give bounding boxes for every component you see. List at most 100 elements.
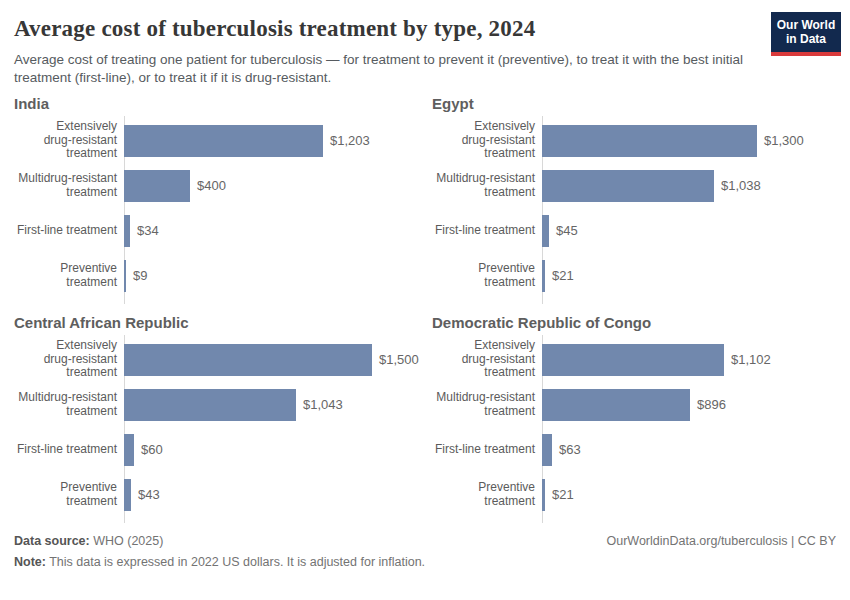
bar-track: $21 [542,253,836,298]
data-source-value: WHO (2025) [90,534,164,548]
data-source-line: Data source: WHO (2025) [14,531,425,552]
bar [542,434,552,466]
bar-row: Preventive treatment $21 [432,472,836,517]
bar-track: $1,500 [124,337,425,382]
value-label: $43 [138,487,160,502]
note-line: Note: This data is expressed in 2022 US … [14,552,425,573]
bar [542,260,545,292]
category-label: Extensively drug-resistant treatment [432,120,542,161]
owid-logo-line2: in Data [786,32,826,46]
bar-chart: Extensively drug-resistant treatment $1,… [432,337,836,517]
category-label: Multidrug-resistant treatment [432,172,542,199]
bar [542,215,549,247]
bar-track: $43 [124,472,425,517]
bar [124,170,190,202]
category-label: Preventive treatment [14,481,124,508]
bar-track: $63 [542,427,836,472]
owid-logo[interactable]: Our World in Data [771,12,841,56]
chart-header: Average cost of tuberculosis treatment b… [14,16,836,87]
category-label: First-line treatment [14,443,124,457]
small-multiples-grid: India Extensively drug-resistant treatme… [14,95,836,517]
bar [542,170,714,202]
bar-row: Extensively drug-resistant treatment $1,… [432,118,836,163]
category-label: First-line treatment [432,443,542,457]
bar [124,125,323,157]
citation-link[interactable]: OurWorldinData.org/tuberculosis | CC BY [607,531,837,552]
bar-track: $1,300 [542,118,836,163]
bar-chart: Extensively drug-resistant treatment $1,… [432,118,836,298]
category-label: Extensively drug-resistant treatment [432,339,542,380]
category-label: Multidrug-resistant treatment [14,172,124,199]
country-panel-title: Egypt [432,95,836,112]
bar-row: Extensively drug-resistant treatment $1,… [14,118,425,163]
value-label: $9 [133,268,147,283]
chart-title: Average cost of tuberculosis treatment b… [14,16,836,42]
bar-track: $9 [124,253,425,298]
bar [124,389,296,421]
bar-track: $60 [124,427,425,472]
value-label: $400 [197,178,226,193]
note-label: Note: [14,555,46,569]
value-label: $21 [552,268,574,283]
category-label: Extensively drug-resistant treatment [14,120,124,161]
bar-track: $34 [124,208,425,253]
country-panel: Egypt Extensively drug-resistant treatme… [425,95,836,298]
bar-chart: Extensively drug-resistant treatment $1,… [14,118,425,298]
category-label: Extensively drug-resistant treatment [14,339,124,380]
bar-row: First-line treatment $63 [432,427,836,472]
note-value: This data is expressed in 2022 US dollar… [46,555,425,569]
category-label: First-line treatment [432,224,542,238]
bar-row: Extensively drug-resistant treatment $1,… [14,337,425,382]
bar-row: Preventive treatment $43 [14,472,425,517]
value-label: $896 [697,397,726,412]
bar-row: Multidrug-resistant treatment $1,043 [14,382,425,427]
category-label: First-line treatment [14,224,124,238]
country-panel-title: Central African Republic [14,314,425,331]
bar [542,344,724,376]
bar-row: First-line treatment $45 [432,208,836,253]
bar-row: Multidrug-resistant treatment $1,038 [432,163,836,208]
bar [124,344,372,376]
bar-track: $45 [542,208,836,253]
data-source-label: Data source: [14,534,90,548]
bar-track: $1,043 [124,382,425,427]
bar-track: $1,203 [124,118,425,163]
bar-row: Multidrug-resistant treatment $400 [14,163,425,208]
bar-track: $1,038 [542,163,836,208]
bar [124,479,131,511]
value-label: $21 [552,487,574,502]
value-label: $1,300 [764,133,804,148]
chart-footer: Data source: WHO (2025) Note: This data … [14,531,836,573]
category-label: Multidrug-resistant treatment [432,391,542,418]
country-panel: India Extensively drug-resistant treatme… [14,95,425,298]
bar-track: $400 [124,163,425,208]
bar [542,389,690,421]
country-panel: Central African Republic Extensively dru… [14,314,425,517]
country-panel-title: India [14,95,425,112]
footer-left: Data source: WHO (2025) Note: This data … [14,531,425,573]
bar [124,260,126,292]
value-label: $63 [559,442,581,457]
bar-row: Extensively drug-resistant treatment $1,… [432,337,836,382]
value-label: $34 [137,223,159,238]
chart-page: Average cost of tuberculosis treatment b… [0,0,850,600]
bar-chart: Extensively drug-resistant treatment $1,… [14,337,425,517]
bar [542,479,545,511]
value-label: $60 [141,442,163,457]
value-label: $1,500 [379,352,419,367]
category-label: Preventive treatment [432,262,542,289]
value-label: $1,203 [330,133,370,148]
bar-track: $21 [542,472,836,517]
bar [542,125,757,157]
bar-row: Preventive treatment $9 [14,253,425,298]
value-label: $1,102 [731,352,771,367]
bar-row: Preventive treatment $21 [432,253,836,298]
country-panel: Democratic Republic of Congo Extensively… [425,314,836,517]
bar-row: First-line treatment $60 [14,427,425,472]
bar-track: $896 [542,382,836,427]
bar-track: $1,102 [542,337,836,382]
owid-logo-line1: Our World [777,18,835,32]
value-label: $1,038 [721,178,761,193]
bar [124,434,134,466]
category-label: Preventive treatment [432,481,542,508]
